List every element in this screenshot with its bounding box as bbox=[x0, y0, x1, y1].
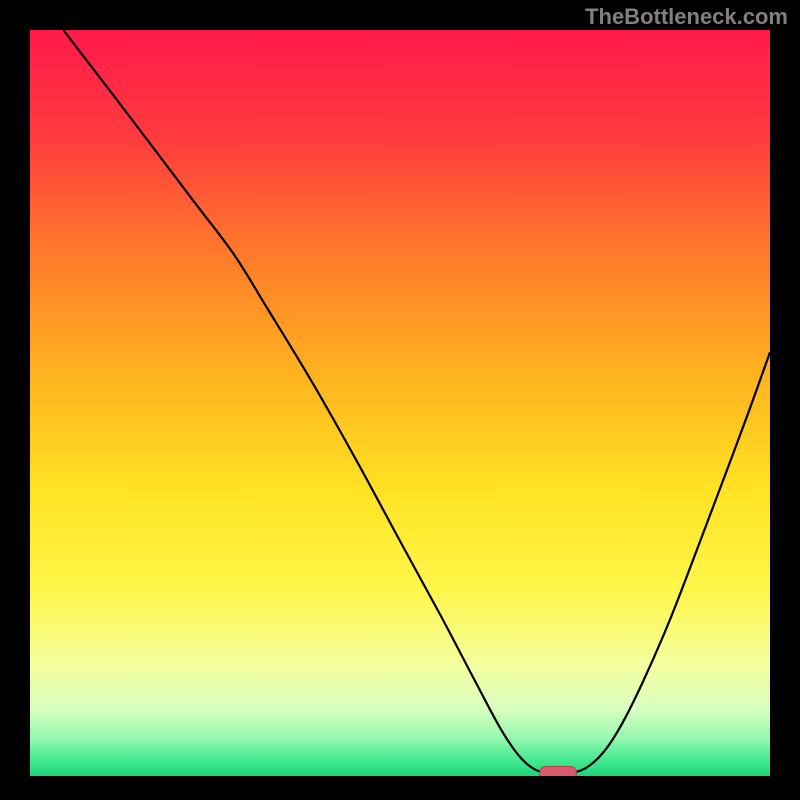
bottleneck-curve bbox=[30, 30, 770, 776]
optimal-marker bbox=[539, 766, 577, 776]
watermark-text: TheBottleneck.com bbox=[585, 4, 788, 30]
curve-path bbox=[63, 30, 770, 774]
plot-area bbox=[30, 30, 770, 776]
chart-container: TheBottleneck.com bbox=[0, 0, 800, 800]
